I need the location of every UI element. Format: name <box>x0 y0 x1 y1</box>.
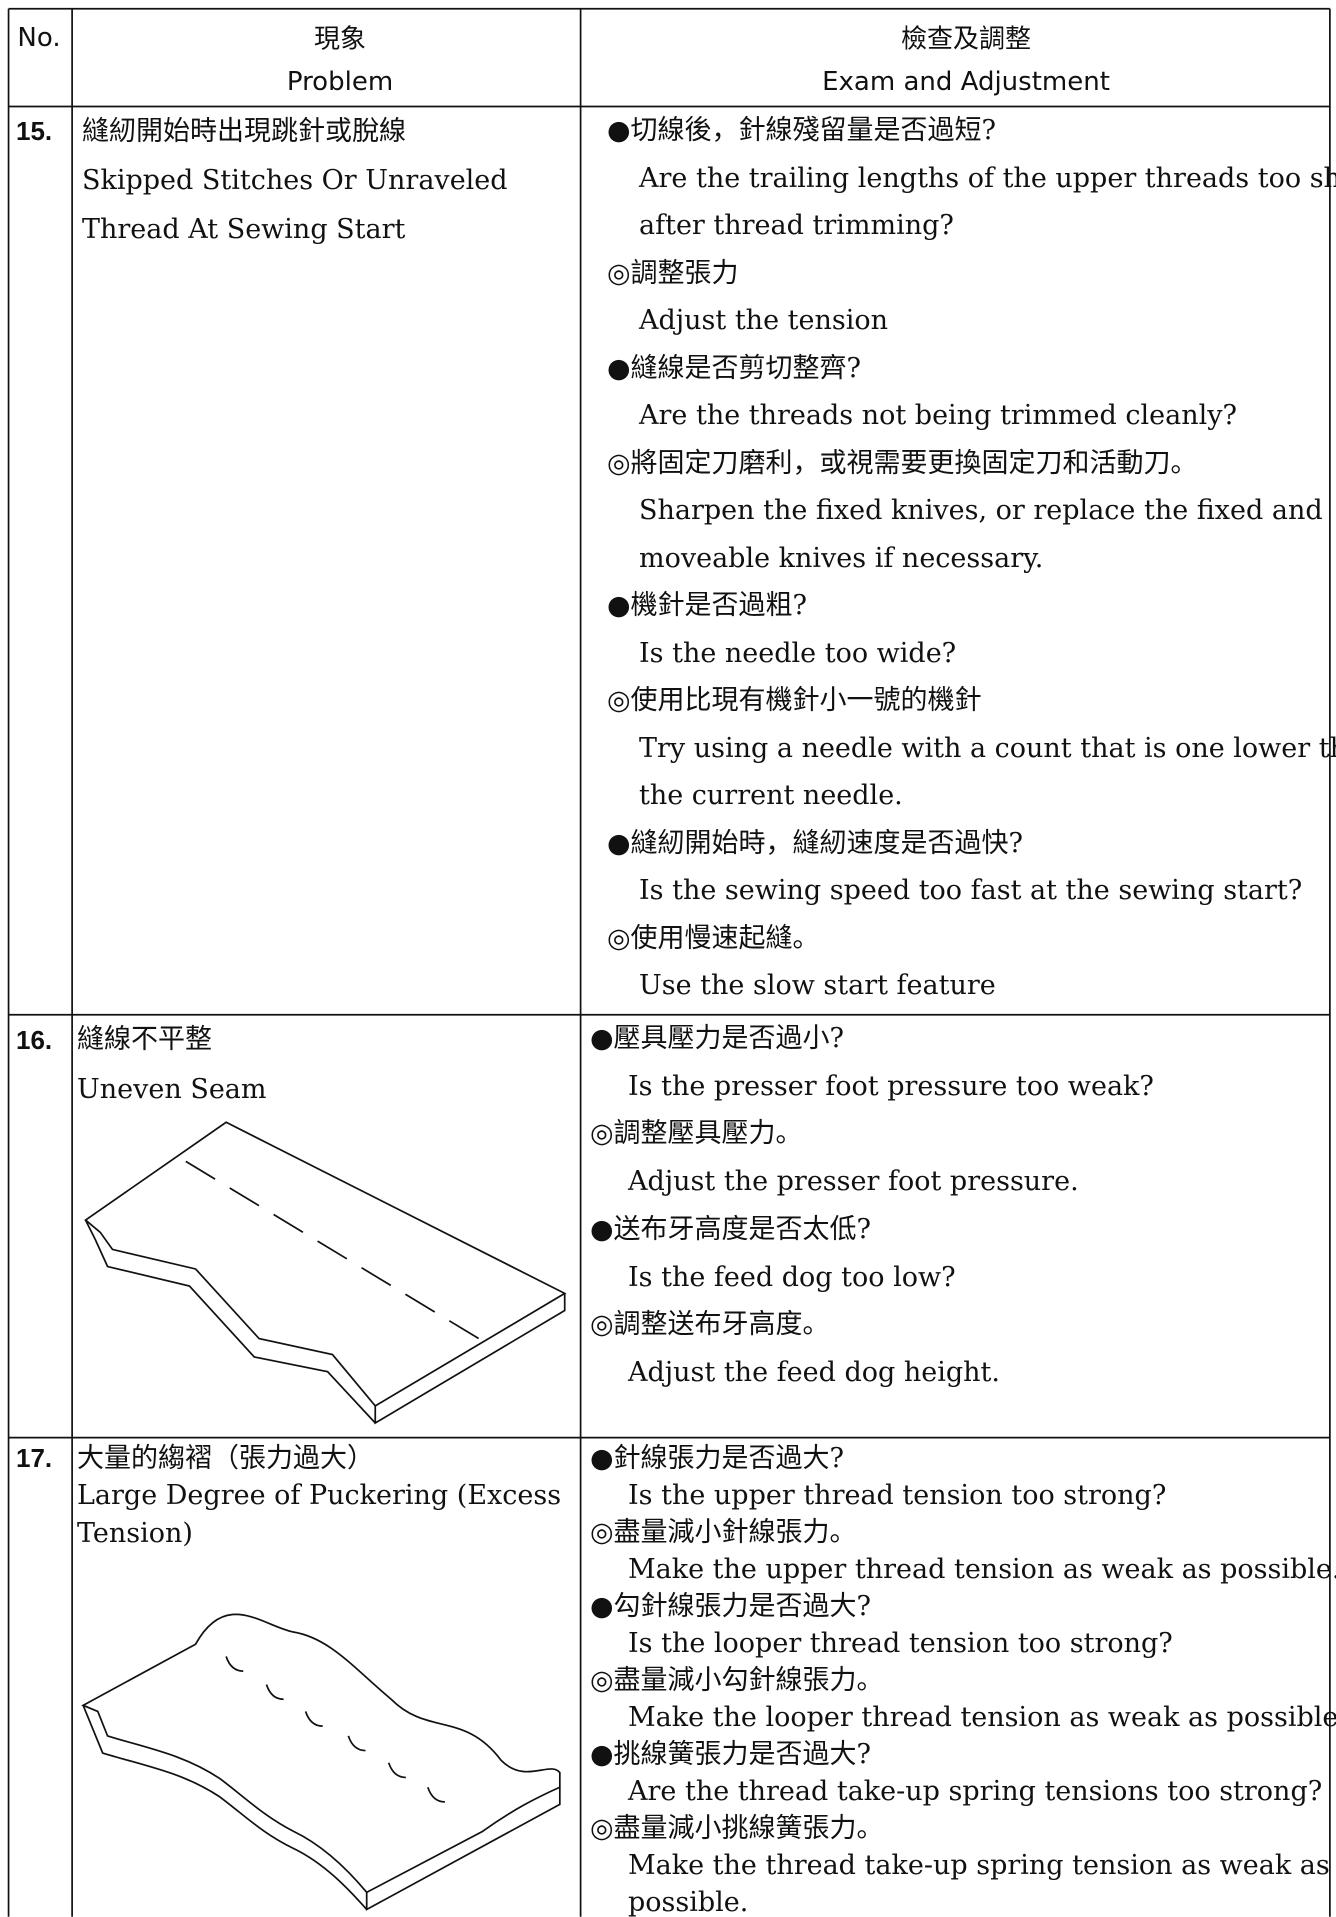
check-text: Adjust the presser foot pressure. <box>628 1166 1079 1198</box>
problem-text: 縫紉開始時出現跳針或脫線 <box>82 116 406 147</box>
check-text: Are the trailing lengths of the upper th… <box>639 162 1336 194</box>
check-text: Make the thread take-up spring tension a… <box>628 1850 1330 1881</box>
check-item: ◎將固定刀磨利，或視需要更換固定刀和活動刀。 <box>607 447 1198 479</box>
check-text: Try using a needle with a count that is … <box>639 732 1336 764</box>
check-text: moveable knives if necessary. <box>639 542 1044 574</box>
check-text: Is the sewing speed too fast at the sewi… <box>639 875 1303 906</box>
check-item: ●送布牙高度是否太低? <box>590 1213 872 1245</box>
check-text: Is the upper thread tension too strong? <box>628 1480 1167 1511</box>
problem-text: Tension) <box>77 1517 193 1549</box>
row-number: 17. <box>16 1443 53 1473</box>
check-text: Are the threads not being trimmed cleanl… <box>639 400 1237 431</box>
problem-text: 大量的縐褶（張力過大） <box>77 1443 374 1474</box>
check-text: Is the feed dog too low? <box>628 1261 956 1293</box>
check-text: Make the looper thread tension as weak a… <box>628 1702 1336 1733</box>
check-item: ●切線後，針線殘留量是否過短? <box>607 115 997 146</box>
problem-text: Uneven Seam <box>77 1074 267 1105</box>
row-number: 16. <box>16 1025 53 1055</box>
check-text: Sharpen the fixed knives, or replace the… <box>639 495 1323 526</box>
problem-text: Thread At Sewing Start <box>82 214 406 245</box>
check-text: Adjust the feed dog height. <box>628 1356 1000 1388</box>
header-exam-en: Exam and Adjustment <box>822 67 1110 97</box>
check-item: ●勾針線張力是否過大? <box>590 1591 872 1622</box>
check-item: ●針線張力是否過大? <box>590 1443 845 1474</box>
check-item: ●壓具壓力是否過小? <box>590 1023 845 1054</box>
header-no: No. <box>17 23 61 53</box>
check-item: ●挑線簧張力是否過大? <box>590 1739 872 1770</box>
check-item: ◎盡量減小挑線簧張力。 <box>590 1813 884 1844</box>
check-text: Are the thread take-up spring tensions t… <box>628 1776 1323 1807</box>
problem-text: Large Degree of Puckering (Excess <box>77 1480 562 1512</box>
check-item: ◎調整壓具壓力。 <box>590 1118 803 1150</box>
header-problem-zh: 現象 <box>313 24 367 55</box>
check-item: ◎使用慢速起縫。 <box>607 922 820 954</box>
row-number: 15. <box>16 116 53 146</box>
check-item: ◎盡量減小勾針線張力。 <box>590 1665 884 1696</box>
check-text: Is the needle too wide? <box>639 637 957 669</box>
header-exam-zh: 檢查及調整 <box>900 24 1032 55</box>
check-text: Use the slow start feature <box>639 970 996 1001</box>
header-problem-en: Problem <box>286 67 394 97</box>
check-item: ◎使用比現有機針小一號的機針 <box>607 685 982 716</box>
check-item: ◎調整送布牙高度。 <box>590 1309 830 1341</box>
uneven-seam-figure <box>84 1121 567 1425</box>
check-item: ◎盡量減小針線張力。 <box>590 1517 857 1548</box>
problem-text: Skipped Stitches Or Unraveled <box>82 165 508 196</box>
check-text: after thread trimming? <box>639 210 954 241</box>
check-text: the current needle. <box>639 780 903 811</box>
problem-text: 縫線不平整 <box>77 1024 212 1055</box>
puckering-figure <box>81 1613 561 1911</box>
check-text: possible. <box>628 1887 749 1917</box>
check-item: ●機針是否過粗? <box>607 590 808 621</box>
check-text: Make the upper thread tension as weak as… <box>628 1554 1336 1585</box>
check-item: ●縫紉開始時，縫紉速度是否過快? <box>607 827 1024 859</box>
check-text: Is the presser foot pressure too weak? <box>628 1070 1154 1102</box>
check-text: Is the looper thread tension too strong? <box>628 1628 1173 1659</box>
check-item: ●縫線是否剪切整齊? <box>607 352 862 384</box>
check-text: Adjust the tension <box>639 305 888 336</box>
check-item: ◎調整張力 <box>607 257 739 289</box>
